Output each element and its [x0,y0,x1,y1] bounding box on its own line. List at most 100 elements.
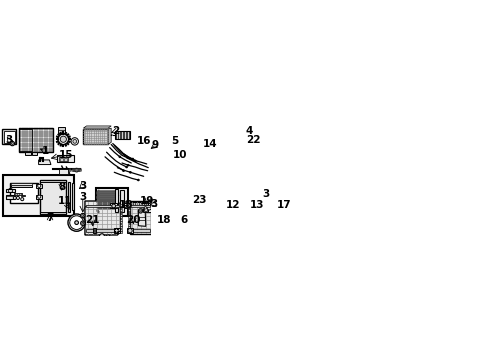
Text: 19: 19 [140,196,154,206]
Bar [128,209,129,211]
Bar [14,193,21,195]
Bar [11,185,32,187]
Bar [60,158,63,161]
Bar [120,209,122,211]
Bar [120,229,122,231]
Bar [123,203,130,208]
Circle shape [81,215,83,216]
Bar [83,129,108,144]
Circle shape [127,164,129,166]
Text: 7: 7 [46,213,54,223]
Circle shape [144,207,146,209]
Bar [115,131,130,139]
Bar [32,152,37,155]
Bar [37,184,42,188]
Text: 22: 22 [245,135,260,145]
Polygon shape [39,160,51,165]
Text: 3: 3 [6,135,13,145]
Bar [64,158,66,161]
Bar [25,152,31,155]
Text: 21: 21 [84,215,99,225]
Bar [142,205,148,212]
Bar [120,231,122,233]
Bar [120,214,122,216]
Text: 8: 8 [58,182,65,192]
Polygon shape [111,135,112,136]
Circle shape [119,156,121,158]
Circle shape [68,214,85,231]
Circle shape [134,160,136,162]
Circle shape [81,222,83,224]
Polygon shape [19,128,52,152]
Circle shape [20,198,24,201]
Bar [128,204,129,206]
Circle shape [112,204,115,208]
Text: 6: 6 [180,215,187,225]
Bar [120,212,122,213]
Polygon shape [4,131,15,143]
Circle shape [138,209,142,213]
Circle shape [106,235,110,239]
Polygon shape [85,201,120,235]
Bar [128,214,129,216]
Circle shape [73,140,77,143]
Bar [68,181,70,212]
Text: 23: 23 [192,195,206,205]
Polygon shape [79,168,80,171]
Text: 2: 2 [112,126,119,136]
Bar [124,205,127,207]
Bar [92,228,96,233]
Text: 4: 4 [245,126,253,136]
Bar [5,195,15,199]
Bar [21,194,25,196]
Text: 20: 20 [126,215,141,225]
Bar [128,216,129,218]
Bar [10,183,38,203]
Bar [40,180,66,214]
Circle shape [125,166,127,168]
Bar [37,195,42,198]
Text: 16: 16 [137,136,151,147]
Bar [120,219,122,221]
Text: 13: 13 [249,200,264,210]
Circle shape [38,195,41,198]
Bar [15,193,17,195]
Bar [128,221,129,223]
Circle shape [129,171,131,173]
Circle shape [147,206,151,210]
Bar [109,203,117,208]
Bar [120,221,122,223]
Bar [72,183,73,210]
Polygon shape [58,127,65,133]
Circle shape [11,143,13,144]
Polygon shape [78,168,79,171]
Text: 14: 14 [203,139,217,149]
Circle shape [142,205,148,210]
Polygon shape [2,129,16,144]
Bar [128,231,129,233]
Bar [40,180,66,183]
Bar [120,204,122,206]
Circle shape [16,196,20,199]
Bar [128,224,129,226]
Bar [3,175,73,216]
Text: 17: 17 [276,200,291,210]
Text: 18: 18 [119,200,133,210]
Circle shape [137,179,139,181]
Circle shape [81,221,85,225]
Bar [120,224,122,226]
Text: 1: 1 [42,146,49,156]
Bar [19,193,21,195]
Polygon shape [59,169,68,175]
Bar [120,207,122,208]
Text: 15: 15 [59,150,74,160]
Text: 3: 3 [79,192,86,202]
Bar [130,229,149,232]
Circle shape [70,216,83,229]
Circle shape [122,170,124,172]
Circle shape [128,229,132,233]
Polygon shape [73,168,74,171]
Circle shape [75,168,78,172]
Circle shape [10,141,15,146]
Text: 12: 12 [225,200,240,210]
